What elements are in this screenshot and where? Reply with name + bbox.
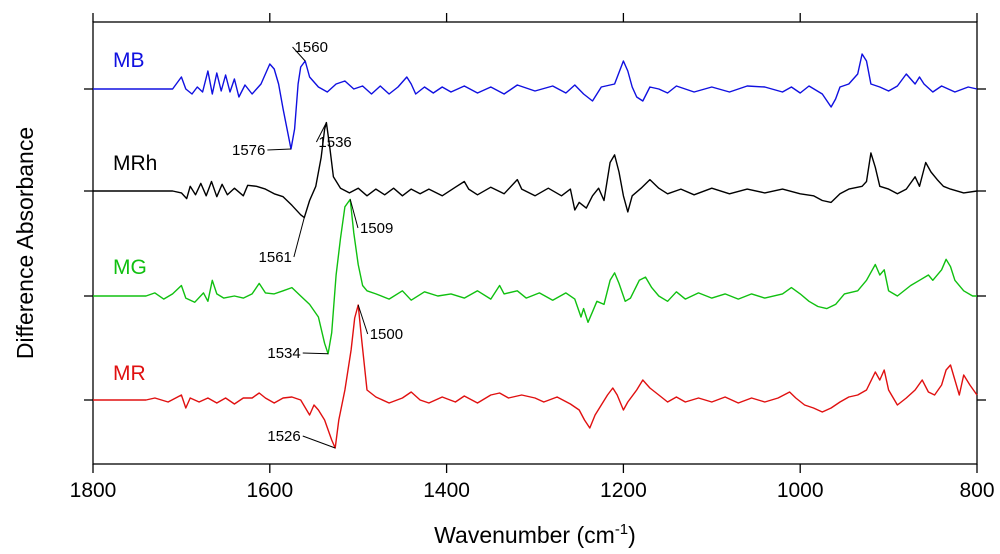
annotation-leader-1534 <box>302 352 329 355</box>
x-tick-label-1600: 1600 <box>246 479 293 502</box>
annotation-leader-1509 <box>349 199 359 229</box>
x-axis-title-superscript: -1 <box>615 521 628 538</box>
annotation-leader-1576 <box>267 148 292 151</box>
x-axis-title-close: ) <box>628 522 636 548</box>
annotation-label-1500: 1500 <box>370 326 403 343</box>
series-label-mg: MG <box>113 256 147 279</box>
annotation-leader-1561 <box>293 217 305 258</box>
x-tick-label-1200: 1200 <box>600 479 647 502</box>
annotation-leader-1560 <box>292 46 306 62</box>
x-tick-label-1400: 1400 <box>423 479 470 502</box>
annotation-label-1526: 1526 <box>267 428 300 445</box>
x-axis-title-text: Wavenumber (cm <box>434 522 615 548</box>
annotation-leader-1526 <box>302 435 336 449</box>
series-line-mg <box>93 198 977 355</box>
series-line-mr <box>93 304 978 449</box>
annotation-label-1536: 1536 <box>318 134 351 151</box>
series-label-mb: MB <box>113 49 145 72</box>
series-lines <box>93 53 978 449</box>
series-line-mb <box>93 53 978 150</box>
x-tick-label-800: 800 <box>959 479 994 502</box>
annotation-label-1560: 1560 <box>295 39 328 56</box>
series-label-mrh: MRh <box>113 152 157 175</box>
x-tick-label-1800: 1800 <box>70 479 117 502</box>
series-line-mrh <box>93 121 978 219</box>
annotation-label-1534: 1534 <box>267 345 300 362</box>
annotation-label-1509: 1509 <box>360 220 393 237</box>
plot-frame <box>92 21 978 465</box>
peak-annotations: 1560 1576 1536 1561 1509 1534 1500 1526 <box>232 39 403 449</box>
axis-ticks <box>84 13 986 473</box>
annotation-leader-1500 <box>357 304 369 335</box>
series-labels: MB MRh MG MR <box>113 49 157 385</box>
x-tick-label-1000: 1000 <box>777 479 824 502</box>
annotation-label-1576: 1576 <box>232 142 265 159</box>
x-tick-labels: 1800 1600 1400 1200 1000 800 <box>70 479 995 502</box>
x-axis-title: Wavenumber (cm-1) <box>434 521 636 548</box>
y-axis-title: Difference Absorbance <box>12 127 38 359</box>
annotation-label-1561: 1561 <box>259 249 292 266</box>
series-label-mr: MR <box>113 362 146 385</box>
annotation-leader-1536 <box>315 122 327 143</box>
